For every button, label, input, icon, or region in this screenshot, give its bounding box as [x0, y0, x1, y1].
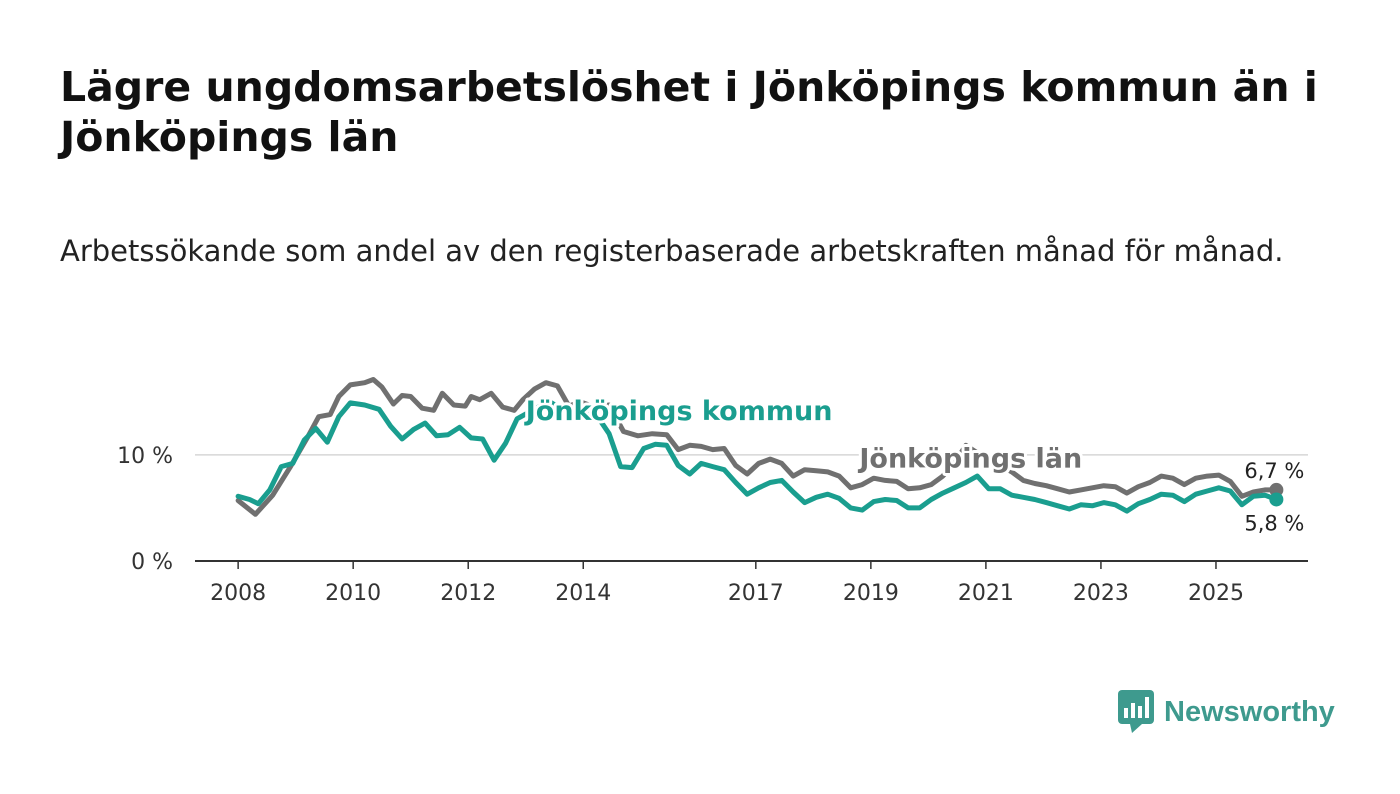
newsworthy-logo-icon	[1118, 690, 1154, 733]
series-end-point-1	[1269, 492, 1284, 507]
series-line-1	[235, 400, 1279, 514]
x-tick-label: 2014	[555, 581, 611, 606]
x-tick-label: 2012	[440, 581, 496, 606]
x-tick-label: 2019	[843, 581, 899, 606]
series-annotation-0: Jönköpings kommun	[524, 396, 833, 427]
x-tick-label: 2010	[325, 581, 381, 606]
chart-subtitle: Arbetssökande som andel av den registerb…	[60, 234, 1284, 268]
chart-title: Lägre ungdomsarbetslöshet i Jönköpings k…	[60, 63, 1318, 161]
x-tick-label: 2008	[210, 581, 266, 606]
x-tick-label: 2017	[728, 581, 784, 606]
series-end-label-1: 5,8 %	[1244, 511, 1304, 535]
line-chart: 0 % 10 % 2008 2010 2012 2014 2017 2019 2021 2023 2…	[117, 377, 1308, 606]
series-annotation-1: Jönköpings län	[857, 444, 1082, 475]
series-end-label-0: 6,7 %	[1244, 459, 1304, 483]
x-tick-label: 2021	[958, 581, 1014, 606]
x-tick-label: 2025	[1188, 581, 1244, 606]
brand-name: Newsworthy	[1164, 695, 1335, 728]
y-tick-label: 10 %	[117, 444, 173, 469]
series-line-0	[235, 377, 1279, 517]
newsworthy-brand[interactable]: Newsworthy	[1118, 690, 1335, 734]
x-tick-label: 2023	[1073, 581, 1129, 606]
y-tick-label: 0 %	[131, 550, 173, 575]
